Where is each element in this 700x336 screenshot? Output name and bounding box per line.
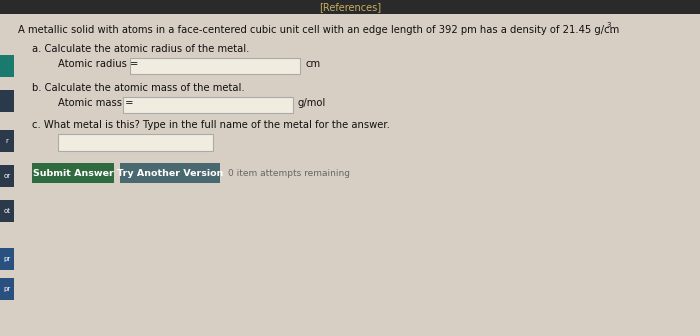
Text: .: .	[610, 25, 613, 35]
Text: 3: 3	[606, 22, 610, 28]
Text: pr: pr	[4, 256, 10, 262]
FancyBboxPatch shape	[130, 58, 300, 74]
Text: a. Calculate the atomic radius of the metal.: a. Calculate the atomic radius of the me…	[32, 44, 249, 54]
Text: ot: ot	[4, 208, 10, 214]
Text: Try Another Version: Try Another Version	[117, 168, 223, 177]
Text: cm: cm	[305, 59, 320, 69]
FancyBboxPatch shape	[0, 55, 14, 77]
FancyBboxPatch shape	[0, 278, 14, 300]
Text: or: or	[4, 173, 10, 179]
Text: Atomic radius =: Atomic radius =	[58, 59, 139, 69]
FancyBboxPatch shape	[0, 90, 14, 112]
FancyBboxPatch shape	[0, 165, 14, 187]
FancyBboxPatch shape	[58, 134, 213, 151]
Text: 0 item attempts remaining: 0 item attempts remaining	[228, 168, 350, 177]
Text: [References]: [References]	[319, 2, 381, 12]
Text: A metallic solid with atoms in a face-centered cubic unit cell with an edge leng: A metallic solid with atoms in a face-ce…	[18, 25, 620, 35]
FancyBboxPatch shape	[123, 97, 293, 113]
FancyBboxPatch shape	[0, 130, 14, 152]
Text: c. What metal is this? Type in the full name of the metal for the answer.: c. What metal is this? Type in the full …	[32, 120, 390, 130]
FancyBboxPatch shape	[32, 163, 114, 183]
Text: Atomic mass =: Atomic mass =	[58, 98, 134, 108]
Text: g/mol: g/mol	[298, 98, 326, 108]
Text: pr: pr	[4, 286, 10, 292]
FancyBboxPatch shape	[120, 163, 220, 183]
Text: b. Calculate the atomic mass of the metal.: b. Calculate the atomic mass of the meta…	[32, 83, 244, 93]
Text: r: r	[6, 138, 8, 144]
Text: Submit Answer: Submit Answer	[33, 168, 113, 177]
FancyBboxPatch shape	[0, 200, 14, 222]
FancyBboxPatch shape	[0, 248, 14, 270]
FancyBboxPatch shape	[0, 0, 700, 14]
